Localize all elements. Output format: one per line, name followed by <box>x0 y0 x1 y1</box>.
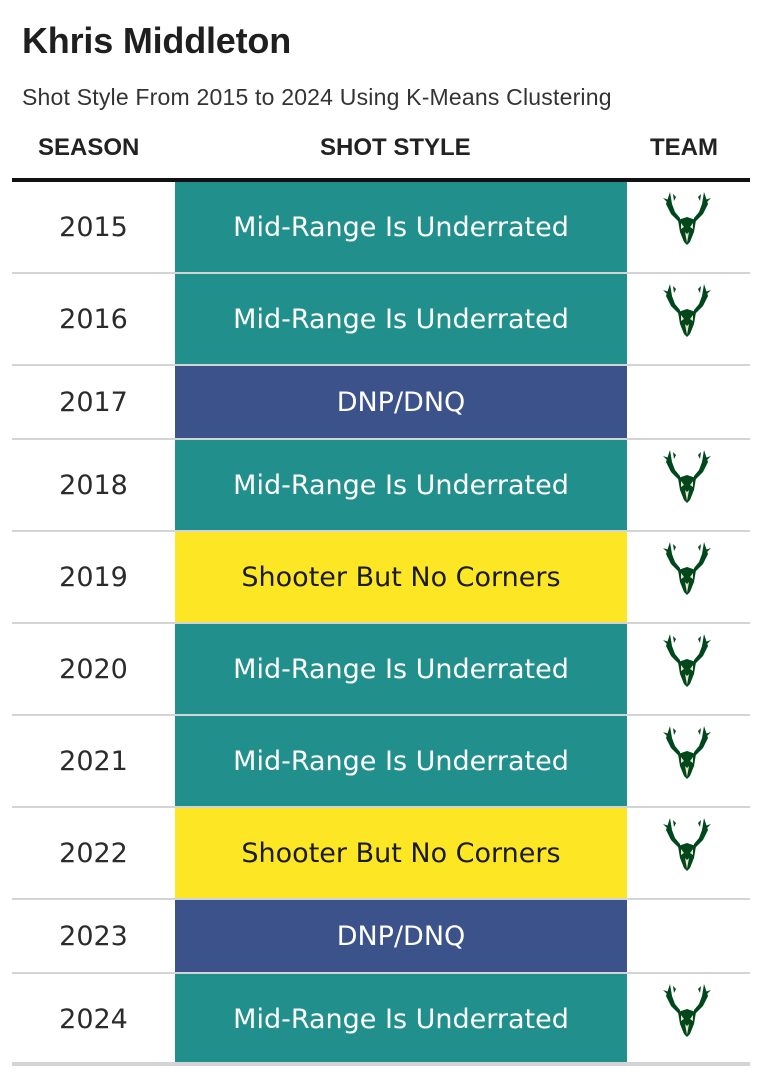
table-row: 2015 Mid-Range Is Underrated <box>12 182 750 274</box>
table-row: 2016 Mid-Range Is Underrated <box>12 274 750 366</box>
season-cell: 2021 <box>59 745 128 777</box>
column-header-shot-style: SHOT STYLE <box>320 134 471 161</box>
shot-style-cell: Shooter But No Corners <box>175 532 627 622</box>
season-cell: 2024 <box>59 1003 128 1035</box>
team-cell <box>627 716 750 806</box>
shot-style-cell: Mid-Range Is Underrated <box>175 274 627 364</box>
table-row: 2017 DNP/DNQ <box>12 366 750 440</box>
table-row: 2021 Mid-Range Is Underrated <box>12 716 750 808</box>
table-header: SEASON SHOT STYLE TEAM <box>12 130 750 182</box>
shot-style-cell: Mid-Range Is Underrated <box>175 440 627 530</box>
season-cell: 2019 <box>59 561 128 593</box>
chart-title: Khris Middleton <box>22 20 291 61</box>
shot-style-cell: DNP/DNQ <box>175 366 627 438</box>
season-cell: 2016 <box>59 303 128 335</box>
season-cell: 2018 <box>59 469 128 501</box>
season-cell: 2015 <box>59 211 128 243</box>
shot-style-cell: Mid-Range Is Underrated <box>175 624 627 714</box>
table-row: 2020 Mid-Range Is Underrated <box>12 624 750 716</box>
bucks-logo-icon <box>663 284 711 337</box>
column-header-season: SEASON <box>38 134 140 161</box>
table-row: 2024 Mid-Range Is Underrated <box>12 974 750 1066</box>
team-cell <box>627 624 750 714</box>
bucks-logo-icon <box>663 634 711 687</box>
bucks-logo-icon <box>663 542 711 595</box>
bucks-logo-icon <box>663 192 711 245</box>
shot-style-table: 2015 Mid-Range Is Underrated 2016 Mid-Rang… <box>12 182 750 1066</box>
chart-subtitle: Shot Style From 2015 to 2024 Using K-Mea… <box>22 84 612 110</box>
season-cell: 2017 <box>59 386 128 418</box>
shot-style-cell: Mid-Range Is Underrated <box>175 716 627 806</box>
table-row: 2023 DNP/DNQ <box>12 900 750 974</box>
table-row: 2019 Shooter But No Corners <box>12 532 750 624</box>
bucks-logo-icon <box>663 726 711 779</box>
team-cell <box>627 274 750 364</box>
shot-style-cell: Mid-Range Is Underrated <box>175 182 627 272</box>
bucks-logo-icon <box>663 818 711 871</box>
column-header-team: TEAM <box>650 134 718 161</box>
team-cell <box>627 808 750 898</box>
season-cell: 2022 <box>59 837 128 869</box>
team-cell <box>627 532 750 622</box>
bucks-logo-icon <box>663 984 711 1037</box>
shot-style-cell: Shooter But No Corners <box>175 808 627 898</box>
team-cell <box>627 900 750 972</box>
team-cell <box>627 366 750 438</box>
shot-style-cell: DNP/DNQ <box>175 900 627 972</box>
shot-style-cell: Mid-Range Is Underrated <box>175 974 627 1064</box>
table-row: 2022 Shooter But No Corners <box>12 808 750 900</box>
table-bottom-rule <box>12 1062 750 1066</box>
bucks-logo-icon <box>663 450 711 503</box>
team-cell <box>627 974 750 1064</box>
season-cell: 2020 <box>59 653 128 685</box>
team-cell <box>627 182 750 272</box>
table-row: 2018 Mid-Range Is Underrated <box>12 440 750 532</box>
season-cell: 2023 <box>59 920 128 952</box>
team-cell <box>627 440 750 530</box>
